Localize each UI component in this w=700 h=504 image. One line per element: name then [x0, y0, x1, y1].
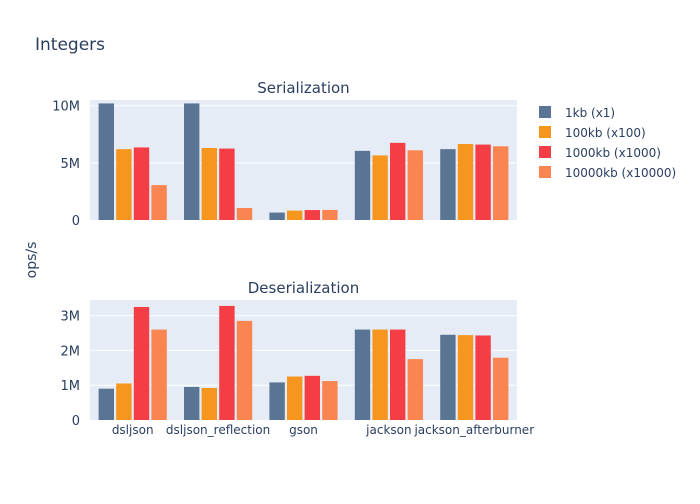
legend-item-0[interactable]: 1kb (x1)	[539, 106, 615, 120]
legend-label: 10000kb (x10000)	[565, 166, 676, 180]
bar-serialization-dsljson_reflection-s1[interactable]	[201, 148, 217, 220]
y-tick-label: 3M	[61, 310, 81, 325]
subplot-1: 0 1M 2M 3M Deserialization dsljson dsljson_ref…	[61, 279, 535, 437]
y-axis-label: ops/s	[24, 242, 40, 279]
bar-deserialization-dsljson_reflection-s1[interactable]	[201, 388, 217, 420]
bar-serialization-jackson-s1[interactable]	[372, 155, 388, 220]
bar-serialization-jackson-s0[interactable]	[354, 150, 371, 220]
chart-title: Integers	[35, 35, 105, 55]
bar-serialization-dsljson_reflection-s2[interactable]	[219, 148, 235, 220]
bar-deserialization-dsljson-s0[interactable]	[98, 388, 114, 420]
bar-serialization-jackson_afterburner-s1[interactable]	[457, 144, 474, 220]
bar-deserialization-jackson-s2[interactable]	[390, 329, 406, 420]
bar-deserialization-gson-s1[interactable]	[287, 376, 303, 420]
bar-serialization-dsljson-s1[interactable]	[116, 149, 132, 220]
x-tick-label: gson	[289, 423, 318, 437]
y-tick-label: 0	[72, 214, 80, 229]
bar-serialization-dsljson-s2[interactable]	[133, 147, 150, 220]
bar-serialization-jackson_afterburner-s2[interactable]	[475, 144, 491, 220]
bar-serialization-gson-s2[interactable]	[304, 210, 320, 220]
bar-serialization-gson-s3[interactable]	[322, 209, 338, 220]
subplot-title: Deserialization	[248, 279, 359, 297]
bar-deserialization-jackson-s3[interactable]	[407, 359, 423, 420]
legend-item-1[interactable]: 100kb (x100)	[539, 126, 646, 140]
bar-deserialization-jackson_afterburner-s0[interactable]	[440, 334, 456, 420]
bar-serialization-gson-s1[interactable]	[287, 210, 303, 220]
bar-deserialization-gson-s3[interactable]	[322, 381, 338, 420]
x-tick-label: jackson_afterburner	[413, 423, 534, 437]
x-tick-label: jackson	[365, 423, 411, 437]
subplot-title: Serialization	[257, 79, 349, 97]
legend-swatch	[539, 146, 551, 158]
y-tick-label: 1M	[61, 379, 81, 394]
x-tick-label: dsljson	[112, 423, 154, 437]
bar-serialization-dsljson-s0[interactable]	[98, 103, 114, 220]
bar-serialization-jackson-s2[interactable]	[390, 142, 406, 220]
y-tick-label: 5M	[61, 157, 81, 172]
y-tick-label: 2M	[61, 344, 81, 359]
bar-serialization-gson-s0[interactable]	[269, 212, 285, 220]
legend-label: 1kb (x1)	[565, 106, 615, 120]
bar-serialization-dsljson_reflection-s3[interactable]	[236, 208, 253, 220]
bar-deserialization-jackson_afterburner-s2[interactable]	[475, 335, 491, 420]
bar-deserialization-gson-s2[interactable]	[304, 375, 320, 420]
bar-serialization-jackson-s3[interactable]	[407, 150, 423, 220]
bar-deserialization-dsljson_reflection-s0[interactable]	[184, 386, 200, 420]
bar-deserialization-jackson_afterburner-s1[interactable]	[457, 335, 474, 420]
bar-deserialization-gson-s0[interactable]	[269, 382, 285, 420]
y-tick-label: 0	[72, 414, 80, 429]
legend-swatch	[539, 106, 551, 118]
subplots: 0 5M 10M Serialization 0 1M 2M 3M Deserializatio…	[52, 79, 534, 437]
bar-deserialization-jackson_afterburner-s3[interactable]	[493, 357, 509, 420]
bar-deserialization-dsljson-s1[interactable]	[116, 383, 132, 420]
legend[interactable]: 1kb (x1) 100kb (x100) 1000kb (x1000) 10000k…	[539, 106, 676, 180]
y-tick-label: 10M	[52, 100, 80, 115]
x-tick-label: dsljson_reflection	[166, 423, 270, 437]
subplot-0: 0 5M 10M Serialization	[52, 79, 517, 229]
bar-deserialization-jackson-s1[interactable]	[372, 329, 388, 420]
legend-item-2[interactable]: 1000kb (x1000)	[539, 146, 661, 160]
bar-deserialization-dsljson_reflection-s3[interactable]	[236, 320, 253, 420]
legend-label: 100kb (x100)	[565, 126, 646, 140]
legend-swatch	[539, 166, 551, 178]
bar-serialization-dsljson-s3[interactable]	[151, 185, 167, 220]
legend-label: 1000kb (x1000)	[565, 146, 661, 160]
bar-deserialization-jackson-s0[interactable]	[354, 329, 371, 420]
bar-deserialization-dsljson-s3[interactable]	[151, 329, 167, 420]
bar-serialization-dsljson_reflection-s0[interactable]	[184, 103, 200, 220]
legend-swatch	[539, 126, 551, 138]
legend-item-3[interactable]: 10000kb (x10000)	[539, 166, 676, 180]
bar-serialization-jackson_afterburner-s3[interactable]	[493, 146, 509, 220]
bar-deserialization-dsljson-s2[interactable]	[133, 306, 150, 420]
bar-deserialization-dsljson_reflection-s2[interactable]	[219, 305, 235, 420]
bar-serialization-jackson_afterburner-s0[interactable]	[440, 149, 456, 220]
